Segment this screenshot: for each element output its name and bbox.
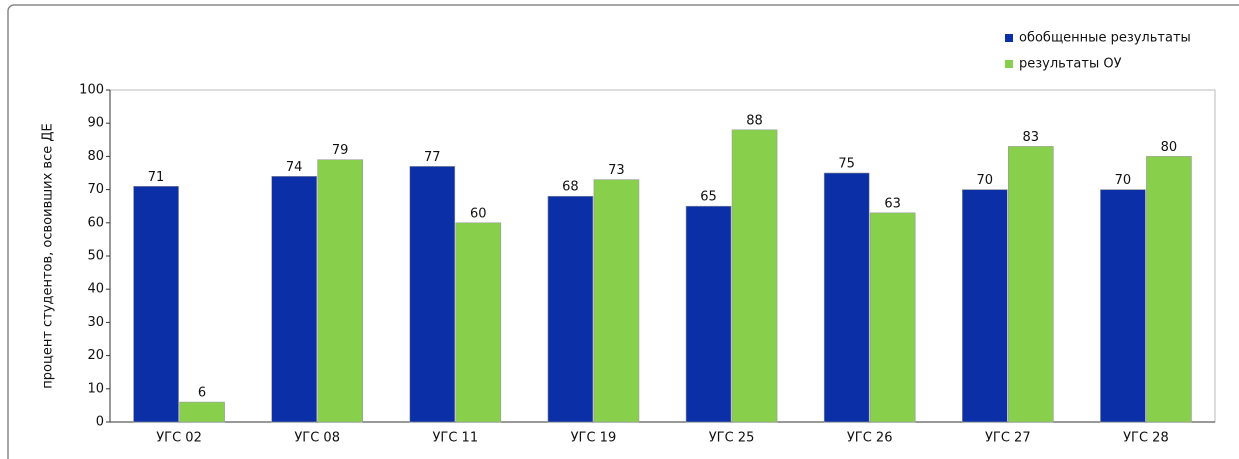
bar (547, 195, 594, 423)
bar (317, 159, 363, 423)
bar (962, 189, 1008, 423)
data-label: 71 (148, 170, 165, 185)
legend-label: обобщенные результаты (1019, 31, 1191, 46)
legend-label: результаты ОУ (1019, 57, 1122, 72)
bar (593, 179, 640, 423)
data-label: 65 (700, 190, 717, 205)
bar (823, 172, 870, 423)
y-axis-label: процент студентов, освоивших все ДЕ (41, 123, 56, 388)
bar (1008, 146, 1054, 423)
x-tick-label: УГС 11 (433, 431, 479, 446)
bar (271, 176, 317, 423)
y-tick-label: 10 (87, 381, 104, 396)
legend-swatch (1005, 60, 1013, 68)
bar (685, 205, 732, 423)
bar (1100, 189, 1146, 423)
bar (869, 212, 916, 423)
legend-swatch (1005, 34, 1013, 42)
x-tick-label: УГС 26 (847, 431, 893, 446)
data-label: 70 (977, 173, 994, 188)
bar (409, 166, 456, 423)
data-label: 60 (470, 206, 487, 221)
data-label: 63 (884, 196, 901, 211)
y-tick-label: 100 (79, 83, 104, 98)
y-tick-label: 30 (87, 315, 104, 330)
y-tick-label: 20 (87, 348, 104, 363)
x-tick-label: УГС 28 (1123, 431, 1169, 446)
y-tick-label: 80 (87, 149, 104, 164)
bar (133, 185, 179, 423)
y-tick-label: 70 (87, 182, 104, 197)
x-tick-label: УГС 02 (156, 431, 202, 446)
data-label: 74 (286, 160, 303, 175)
data-label: 79 (332, 143, 349, 158)
y-tick-label: 90 (87, 116, 104, 131)
data-label: 77 (424, 150, 441, 165)
x-tick-label: УГС 27 (985, 431, 1031, 446)
y-tick-label: 40 (87, 282, 104, 297)
data-label: 88 (746, 113, 763, 128)
x-tick-label: УГС 08 (294, 431, 340, 446)
data-label: 6 (198, 386, 206, 401)
data-label: 70 (1115, 173, 1132, 188)
bar (455, 222, 502, 423)
bar (179, 401, 225, 423)
bar (1146, 156, 1192, 423)
x-tick-label: УГС 19 (571, 431, 617, 446)
data-label: 83 (1023, 130, 1040, 145)
data-label: 80 (1161, 140, 1178, 155)
bar (731, 129, 778, 423)
y-tick-label: 0 (96, 415, 104, 430)
data-label: 73 (608, 163, 625, 178)
y-tick-label: 60 (87, 215, 104, 230)
y-tick-label: 50 (87, 249, 104, 264)
data-label: 68 (562, 180, 579, 195)
x-tick-label: УГС 25 (709, 431, 755, 446)
data-label: 75 (838, 157, 855, 172)
